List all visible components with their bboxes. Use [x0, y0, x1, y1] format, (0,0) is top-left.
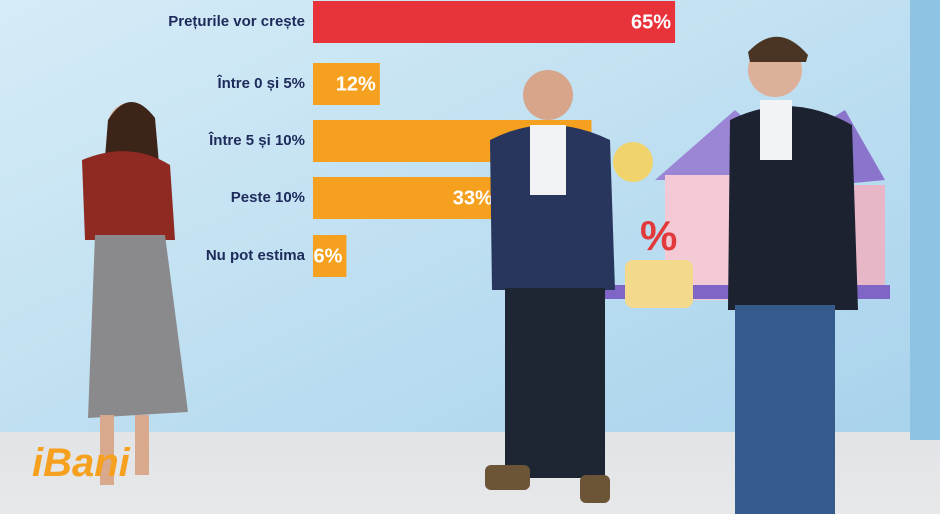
category-label: Între 5 și 10% — [208, 131, 305, 149]
category-label: Între 0 și 5% — [216, 74, 305, 92]
guest-middle — [485, 70, 615, 503]
category-label: Peste 10% — [231, 189, 305, 206]
category-label: Prețurile vor crește — [168, 13, 305, 30]
category-label: Nu pot estima — [206, 247, 306, 264]
guest-right — [728, 36, 858, 514]
bar — [313, 63, 380, 105]
bar — [313, 1, 676, 43]
svg-text:%: % — [640, 212, 677, 259]
channel-logo: iBani — [32, 441, 131, 485]
value-label: 6% — [314, 245, 343, 267]
bar — [313, 177, 497, 219]
value-label: 33% — [453, 187, 493, 209]
presenter-left — [82, 101, 188, 485]
wall-edge — [910, 0, 940, 440]
value-label: 65% — [631, 11, 671, 33]
value-label: 12% — [336, 73, 376, 95]
bar — [313, 235, 347, 277]
